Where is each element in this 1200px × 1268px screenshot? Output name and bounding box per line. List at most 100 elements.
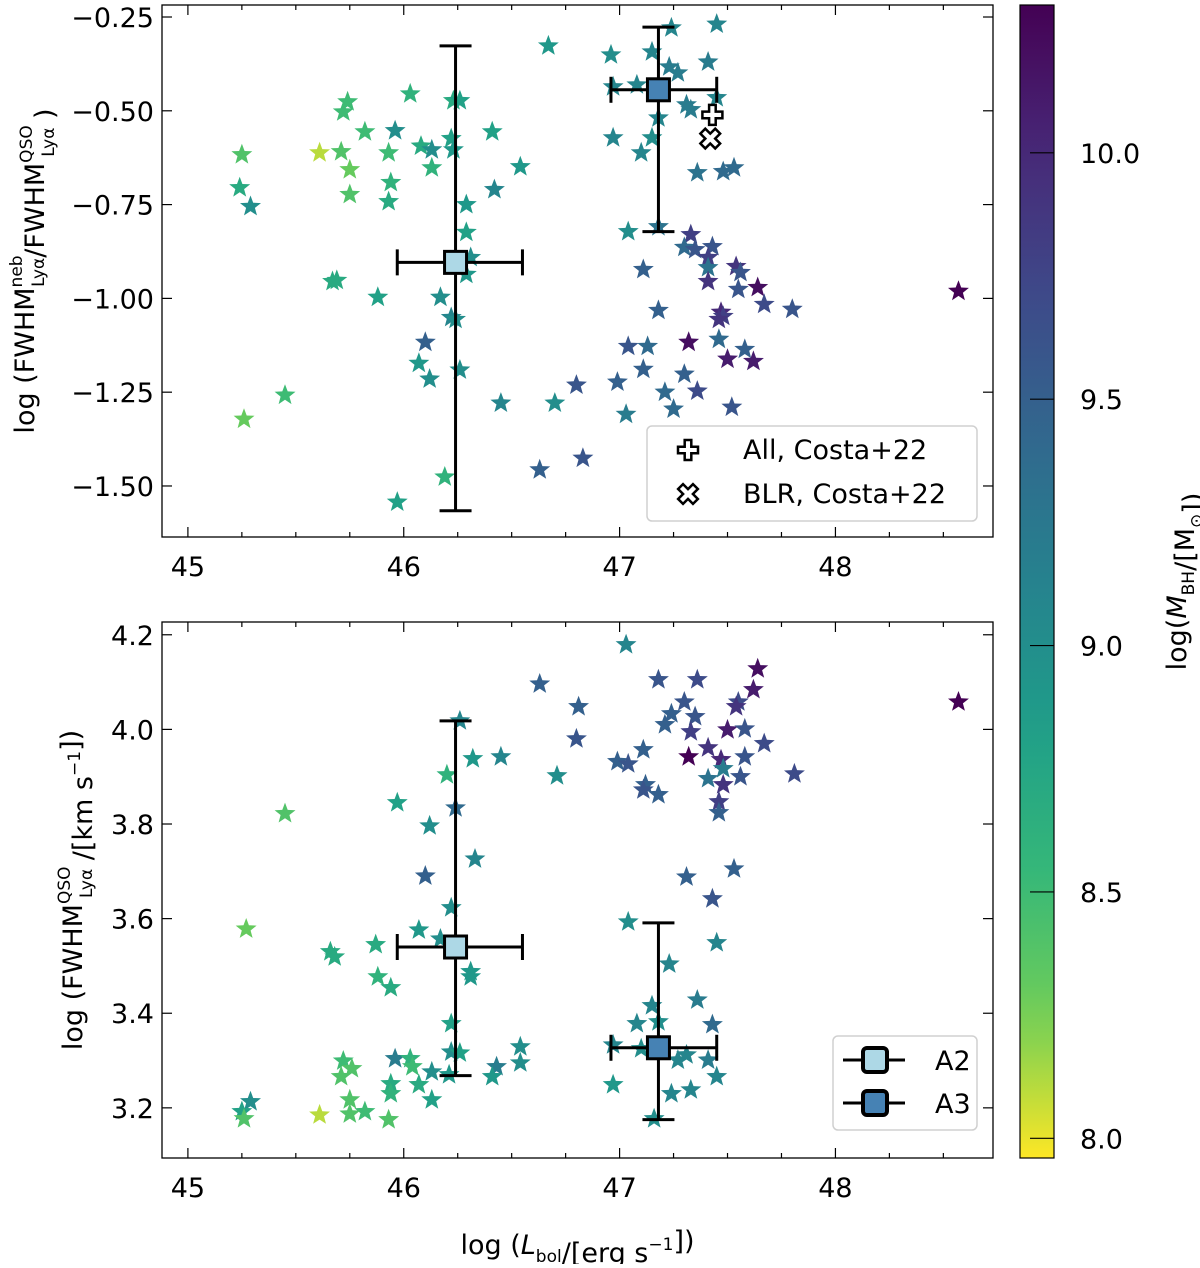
y-axis-label: log (FWHMQSO Lyα /[km s−1]) xyxy=(55,730,99,1050)
star-point xyxy=(380,976,402,997)
star-point xyxy=(332,100,354,121)
star-point xyxy=(697,1049,719,1069)
star-point xyxy=(706,931,728,952)
star-point xyxy=(414,331,436,352)
star-point xyxy=(734,338,756,359)
star-point xyxy=(326,269,348,290)
costa-all-marker xyxy=(701,103,724,127)
star-point xyxy=(712,305,734,326)
colorbar-tick-label: 9.5 xyxy=(1080,385,1123,416)
label-subscript: BH xyxy=(1179,571,1199,595)
star-point xyxy=(734,745,756,766)
star-point xyxy=(235,918,257,938)
y-tick-label: 3.4 xyxy=(111,999,154,1030)
star-point xyxy=(626,1012,648,1033)
star-point xyxy=(330,1065,352,1086)
star-point xyxy=(509,1051,531,1072)
label-superscript: QSO xyxy=(17,125,37,163)
star-point xyxy=(337,90,359,111)
star-point xyxy=(747,657,769,678)
bin-a3 xyxy=(609,25,719,234)
star-point xyxy=(378,1108,400,1129)
star-point xyxy=(274,802,296,823)
star-point xyxy=(233,1107,255,1128)
star-point xyxy=(367,286,389,307)
y-tick-label: −1.25 xyxy=(71,378,154,409)
star-point xyxy=(615,403,637,424)
y-tick-label: −0.25 xyxy=(71,3,154,34)
star-point xyxy=(697,246,719,267)
star-point xyxy=(436,763,458,784)
star-point xyxy=(572,447,594,468)
colorbar-tick-label: 8.5 xyxy=(1080,878,1123,909)
star-point xyxy=(434,466,456,486)
star-point xyxy=(717,718,738,739)
star-point xyxy=(602,1073,624,1094)
star-point xyxy=(686,161,708,182)
star-point xyxy=(635,773,656,794)
star-point xyxy=(641,40,663,61)
star-point xyxy=(684,705,706,726)
star-point xyxy=(490,392,512,412)
star-point xyxy=(717,348,738,369)
star-point xyxy=(948,280,969,301)
x-tick-label: 46 xyxy=(387,552,421,583)
label-text: /[erg s xyxy=(562,1238,649,1264)
star-point xyxy=(421,1060,443,1081)
legend-label: A2 xyxy=(935,1046,971,1077)
star-point xyxy=(712,160,734,181)
x-icon xyxy=(676,482,700,506)
star-point xyxy=(483,178,505,199)
star-point xyxy=(438,1063,460,1084)
star-point xyxy=(354,1100,376,1121)
star-point xyxy=(607,750,628,771)
bin-marker-a3 xyxy=(645,77,671,103)
star-point xyxy=(701,1013,723,1034)
star-point xyxy=(430,928,451,948)
label-text: log (FWHM xyxy=(10,287,41,433)
star-point xyxy=(481,120,503,141)
y-tick-label: 3.6 xyxy=(111,905,154,936)
axes-frame xyxy=(161,621,994,1159)
star-point xyxy=(712,773,734,794)
star-point xyxy=(747,276,769,297)
star-point xyxy=(676,866,697,886)
label-text: /FWHM xyxy=(20,163,51,258)
star-point xyxy=(615,633,637,654)
star-point xyxy=(401,1055,423,1076)
star-point xyxy=(568,695,589,716)
star-point xyxy=(566,727,587,748)
bin-a2 xyxy=(395,719,524,1078)
star-point xyxy=(701,887,723,908)
colorbar-tick-label: 8.0 xyxy=(1080,1124,1123,1155)
star-point xyxy=(449,1042,471,1062)
star-point xyxy=(546,764,568,785)
label-subscript: ⊙ xyxy=(1187,514,1200,528)
star-point xyxy=(712,757,734,778)
star-point xyxy=(697,51,719,71)
axes-frame xyxy=(161,4,994,538)
star-point xyxy=(727,691,749,711)
y-tick-label: 4.2 xyxy=(111,621,154,652)
star-point xyxy=(602,1033,624,1054)
star-point xyxy=(430,286,451,307)
star-point xyxy=(380,1082,402,1103)
star-point xyxy=(384,1047,406,1068)
star-point xyxy=(354,120,376,141)
star-point xyxy=(648,783,669,804)
star-point xyxy=(667,1049,689,1069)
star-point xyxy=(617,752,639,773)
label-text: log ( xyxy=(460,1230,520,1261)
star-point xyxy=(730,765,751,786)
star-point xyxy=(648,299,669,320)
star-point xyxy=(537,34,559,55)
star-point xyxy=(654,713,676,734)
star-point xyxy=(701,235,723,256)
x-axis-label: log (Lbol/[erg s−1]) xyxy=(460,1226,694,1264)
y-tick-label: −1.00 xyxy=(71,284,154,315)
legend-marker-a3 xyxy=(861,1089,889,1117)
star-point xyxy=(678,331,700,352)
star-point xyxy=(673,691,695,711)
bin-marker-a2 xyxy=(443,934,469,960)
